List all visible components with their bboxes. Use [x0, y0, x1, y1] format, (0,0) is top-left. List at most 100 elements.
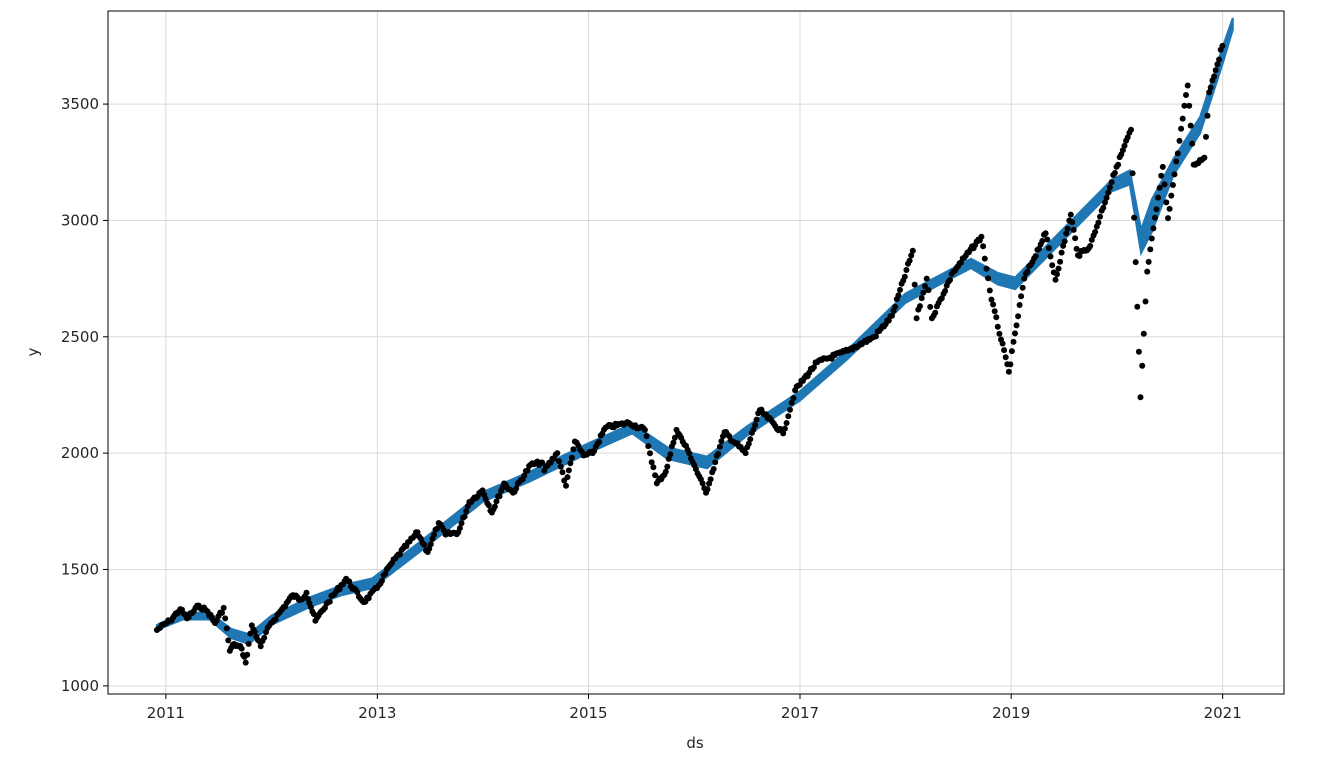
data-point	[1111, 170, 1118, 176]
data-point	[1144, 268, 1151, 275]
data-point	[1179, 115, 1186, 122]
data-point	[664, 463, 671, 470]
data-point	[873, 333, 879, 340]
data-point	[463, 508, 470, 515]
data-point	[810, 364, 817, 371]
data-point	[980, 243, 987, 250]
data-point	[220, 604, 227, 611]
data-point	[1212, 67, 1219, 74]
data-point	[742, 450, 749, 457]
data-point	[781, 425, 788, 432]
data-point	[1115, 161, 1122, 168]
data-point	[1158, 172, 1165, 179]
data-point	[999, 340, 1006, 347]
data-point	[1207, 84, 1214, 91]
data-point	[1173, 158, 1180, 165]
data-point	[1216, 56, 1223, 63]
data-point	[1186, 102, 1193, 109]
data-point	[1039, 238, 1046, 244]
data-point	[686, 450, 693, 457]
data-point	[1010, 338, 1017, 345]
data-point	[379, 577, 385, 584]
data-point	[889, 312, 895, 319]
data-point	[716, 443, 723, 450]
y-tick-label: 3000	[61, 211, 99, 229]
y-axis-label: y	[24, 347, 42, 356]
data-point	[479, 487, 486, 494]
data-point	[461, 513, 468, 520]
data-point	[652, 472, 659, 479]
x-tick-label: 2015	[569, 704, 607, 722]
data-point	[1012, 330, 1018, 337]
data-point	[1134, 303, 1141, 310]
data-point	[913, 315, 920, 322]
data-point	[1058, 249, 1065, 256]
data-point	[223, 625, 230, 632]
uncertainty-band-area	[155, 17, 1234, 646]
x-tick-label: 2011	[147, 704, 185, 722]
y-tick-label: 2500	[61, 328, 99, 346]
data-point	[1156, 184, 1163, 191]
data-point	[923, 275, 930, 282]
y-tick-label: 3500	[61, 95, 99, 113]
y-tick-label: 1000	[61, 677, 99, 695]
data-point	[251, 628, 258, 635]
data-point	[927, 303, 934, 310]
data-point	[993, 314, 1000, 321]
data-point	[712, 459, 719, 466]
data-point	[1184, 82, 1191, 89]
data-point	[918, 295, 925, 302]
data-point	[1176, 137, 1183, 144]
data-point	[750, 426, 757, 433]
data-point	[1055, 265, 1062, 272]
data-point	[790, 395, 797, 402]
data-point	[1129, 170, 1136, 177]
data-point	[245, 640, 252, 647]
data-point	[1061, 238, 1068, 245]
x-tick-label: 2021	[1204, 704, 1242, 722]
data-point	[261, 634, 268, 641]
data-point	[947, 277, 953, 283]
data-point	[1013, 322, 1020, 329]
data-point	[932, 309, 939, 316]
data-point	[1042, 230, 1049, 237]
x-tick-label: 2019	[992, 704, 1030, 722]
data-point	[596, 438, 603, 445]
data-point	[699, 480, 706, 487]
data-point	[670, 439, 677, 446]
data-point	[513, 485, 520, 492]
data-point	[213, 617, 220, 624]
data-point	[920, 289, 927, 296]
y-axis: 1000 1500 2000 2500 3000 3500	[61, 95, 108, 695]
data-point	[247, 630, 254, 637]
data-point	[1054, 271, 1060, 278]
data-point	[219, 609, 225, 616]
data-point	[568, 454, 575, 461]
data-point	[1171, 171, 1178, 178]
data-point	[557, 463, 564, 470]
data-point	[671, 434, 678, 441]
observed-points	[153, 42, 1226, 666]
data-point	[1097, 213, 1103, 220]
data-point	[788, 399, 795, 406]
data-point	[752, 422, 759, 429]
data-point	[493, 498, 500, 505]
data-point	[1128, 126, 1134, 133]
data-point	[1072, 235, 1079, 242]
data-point	[1159, 163, 1166, 170]
data-point	[1064, 225, 1071, 232]
data-point	[326, 598, 333, 605]
data-point	[1187, 122, 1194, 129]
y-tick-label: 2000	[61, 444, 99, 462]
data-point	[1153, 206, 1160, 213]
data-point	[1005, 368, 1012, 375]
data-point	[917, 303, 923, 310]
data-point	[996, 330, 1003, 337]
data-point	[1021, 275, 1028, 282]
data-point	[1203, 133, 1209, 140]
data-point	[1007, 361, 1014, 368]
data-point	[994, 323, 1001, 330]
data-point	[564, 474, 571, 481]
data-point	[718, 438, 725, 445]
data-point	[1147, 246, 1154, 253]
